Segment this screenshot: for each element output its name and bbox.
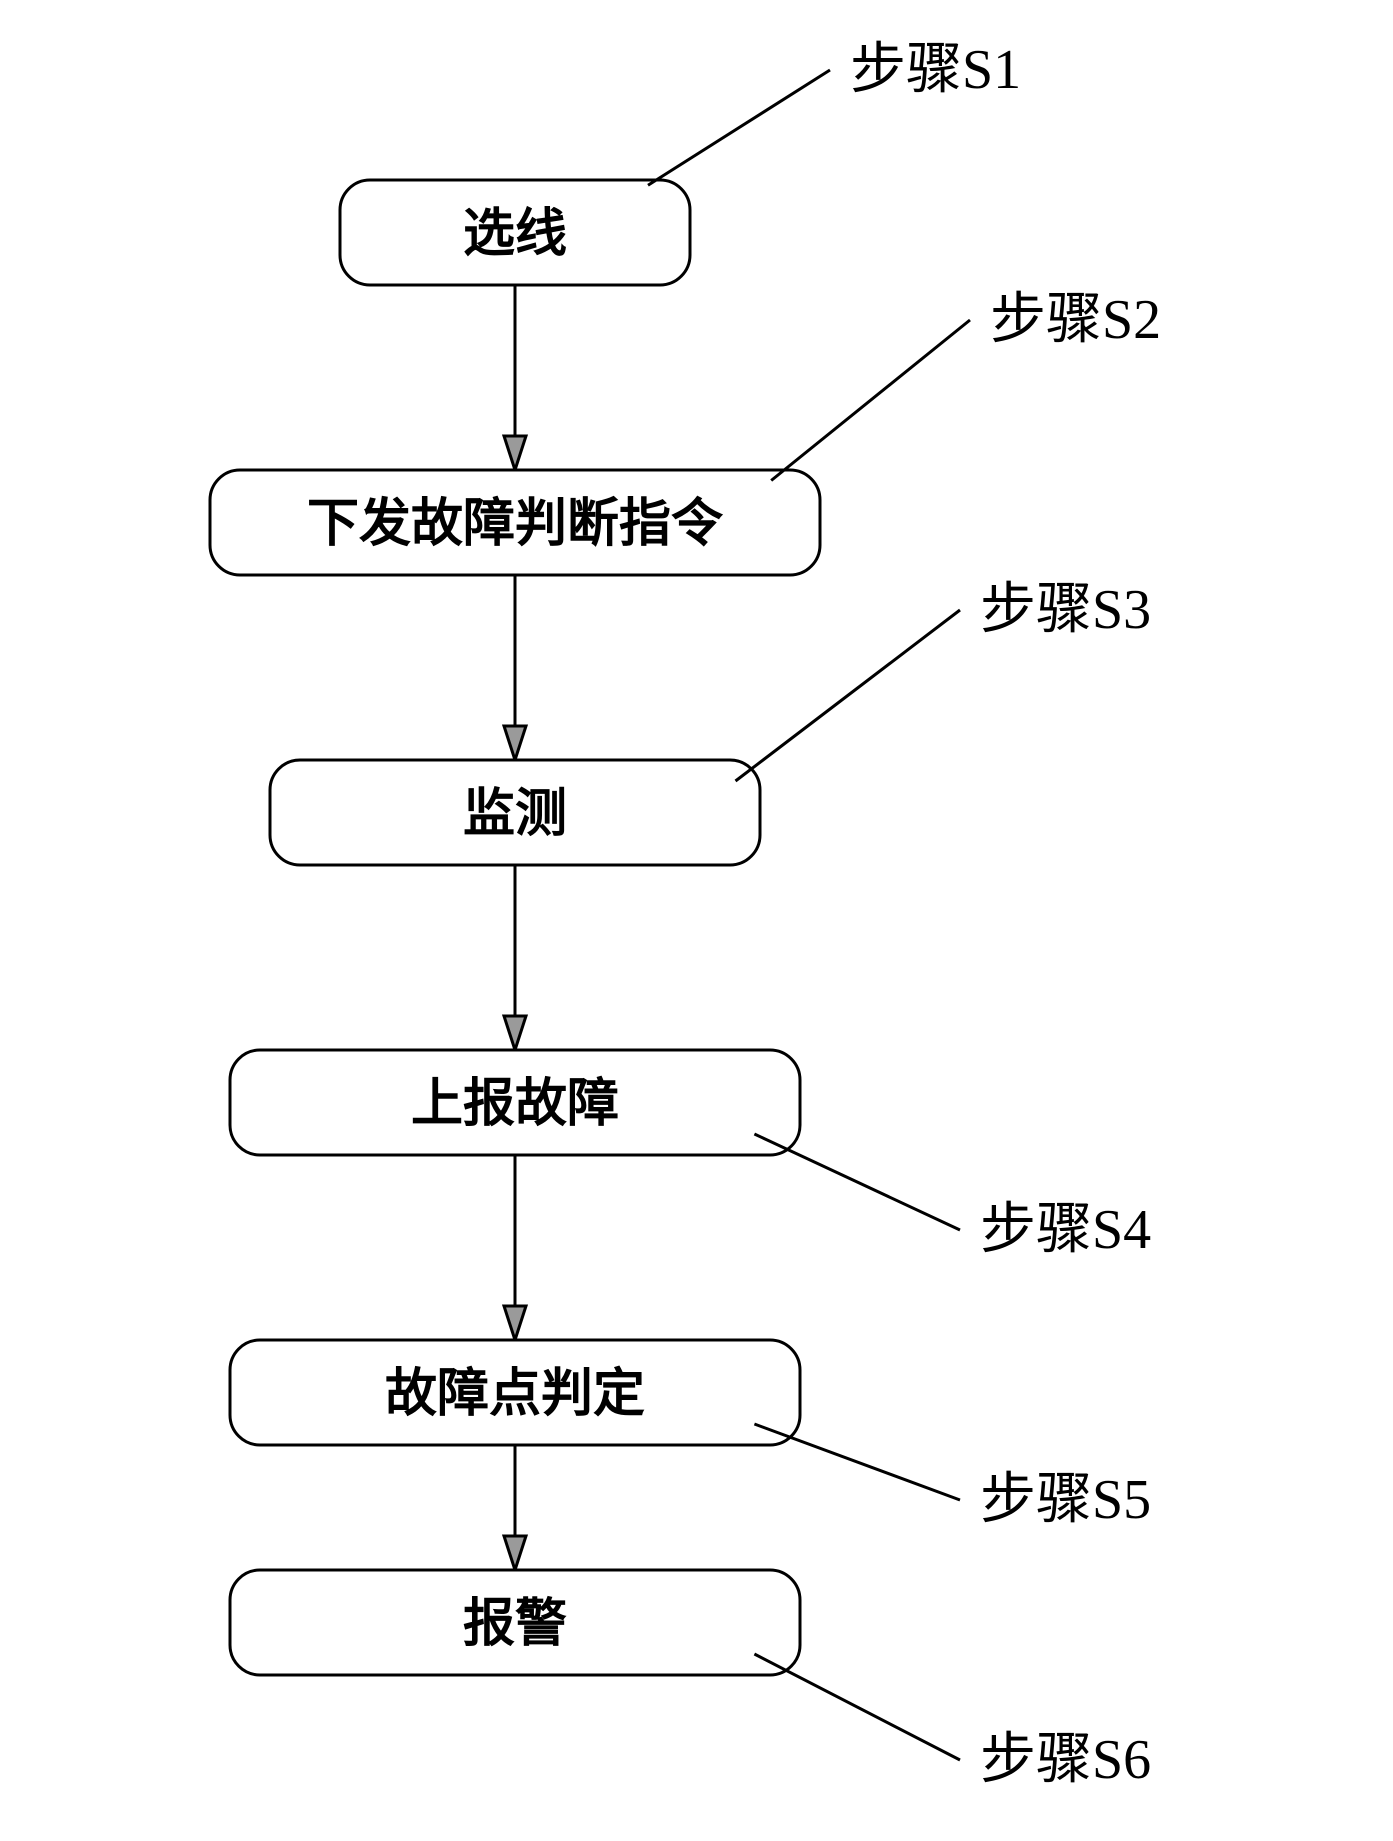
flow-node-6-label: 报警 bbox=[463, 1595, 567, 1653]
flow-node-3-label: 监测 bbox=[463, 785, 567, 843]
arrow-2-head bbox=[504, 726, 526, 760]
flow-node-5-label: 故障点判定 bbox=[385, 1365, 645, 1423]
callout-1-label: 步骤S1 bbox=[850, 39, 1021, 101]
callout-3-leader bbox=[736, 610, 961, 781]
callout-1-leader bbox=[648, 70, 830, 185]
callout-2-label: 步骤S2 bbox=[990, 289, 1161, 351]
flowchart-canvas: 选线下发故障判断指令监测上报故障故障点判定报警 步骤S1 步骤S2 步骤S3 步骤S4 步… bbox=[0, 0, 1393, 1841]
flow-node-4-label: 上报故障 bbox=[411, 1075, 619, 1133]
flow-node-2-label: 下发故障判断指令 bbox=[307, 495, 724, 553]
flow-node-1-label: 选线 bbox=[463, 205, 567, 263]
callout-4-leader bbox=[754, 1134, 960, 1230]
arrow-1-head bbox=[504, 436, 526, 470]
callout-2-leader bbox=[771, 320, 970, 481]
callout-3-label: 步骤S3 bbox=[980, 579, 1151, 641]
callout-5-leader bbox=[754, 1424, 960, 1500]
arrow-5-head bbox=[504, 1536, 526, 1570]
callout-4-label: 步骤S4 bbox=[980, 1199, 1151, 1261]
arrow-3-head bbox=[504, 1016, 526, 1050]
arrow-4-head bbox=[504, 1306, 526, 1340]
callout-6-leader bbox=[754, 1654, 960, 1760]
callout-6-label: 步骤S6 bbox=[980, 1729, 1151, 1791]
callout-5-label: 步骤S5 bbox=[980, 1469, 1151, 1531]
